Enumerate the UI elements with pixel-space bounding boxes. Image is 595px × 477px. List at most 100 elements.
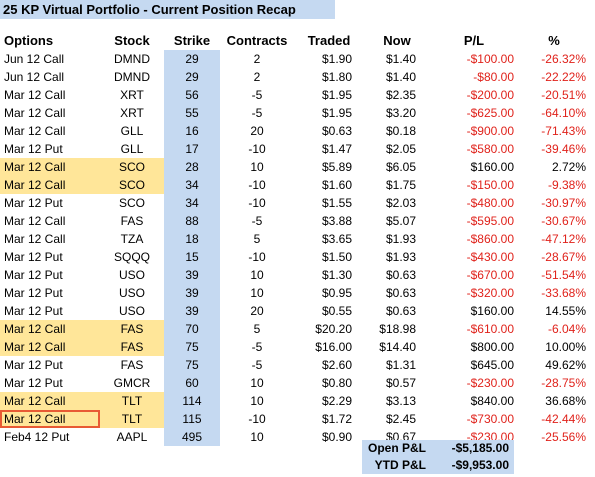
traded-cell[interactable]: $1.60 <box>321 178 352 192</box>
open-pl-label[interactable]: Open P&L <box>367 441 426 455</box>
traded-cell[interactable]: $3.65 <box>321 232 352 246</box>
now-cell[interactable]: $14.40 <box>379 340 416 354</box>
option-cell[interactable]: Mar 12 Call <box>0 158 100 176</box>
now-cell[interactable]: $5.07 <box>385 214 416 228</box>
option-cell[interactable]: Mar 12 Call <box>0 338 100 356</box>
contracts-cell[interactable]: 10 <box>250 430 264 444</box>
ytd-pl-value[interactable]: -$9,953.00 <box>451 458 509 472</box>
pl-cell[interactable]: -$580.00 <box>466 142 514 156</box>
option-cell[interactable]: Mar 12 Call <box>0 392 100 410</box>
now-cell[interactable]: $1.31 <box>385 358 416 372</box>
strike-cell[interactable]: 75 <box>164 338 220 356</box>
strike-cell[interactable]: 34 <box>164 176 220 194</box>
contracts-cell[interactable]: -10 <box>248 196 266 210</box>
contracts-cell[interactable]: 10 <box>250 376 264 390</box>
pl-cell[interactable]: $645.00 <box>470 358 514 372</box>
contracts-cell[interactable]: -5 <box>251 88 263 102</box>
traded-cell[interactable]: $20.20 <box>315 322 352 336</box>
percent-cell[interactable]: -9.38% <box>547 178 586 192</box>
option-cell[interactable]: Mar 12 Put <box>4 196 63 210</box>
contracts-cell[interactable]: 5 <box>253 322 261 336</box>
contracts-cell[interactable]: 10 <box>250 268 264 282</box>
stock-cell[interactable]: USO <box>118 304 145 318</box>
traded-cell[interactable]: $1.90 <box>321 52 352 66</box>
percent-cell[interactable]: 49.62% <box>545 358 586 372</box>
option-cell[interactable]: Mar 12 Put <box>4 268 63 282</box>
percent-cell[interactable]: -26.32% <box>541 52 586 66</box>
traded-cell[interactable]: $1.95 <box>321 106 352 120</box>
now-cell[interactable]: $2.05 <box>385 142 416 156</box>
stock-cell[interactable]: TLT <box>100 392 164 410</box>
pl-cell[interactable]: -$900.00 <box>466 124 514 138</box>
traded-cell[interactable]: $1.55 <box>321 196 352 210</box>
contracts-cell[interactable]: -5 <box>251 358 263 372</box>
now-cell[interactable]: $0.63 <box>385 286 416 300</box>
percent-cell[interactable]: -71.43% <box>541 124 586 138</box>
traded-cell[interactable]: $16.00 <box>315 340 352 354</box>
option-cell[interactable]: Mar 12 Call <box>0 410 100 428</box>
strike-cell[interactable]: 34 <box>164 194 220 212</box>
strike-cell[interactable]: 39 <box>164 284 220 302</box>
contracts-cell[interactable]: -10 <box>248 178 266 192</box>
pl-cell[interactable]: -$320.00 <box>466 286 514 300</box>
now-cell[interactable]: $1.75 <box>385 178 416 192</box>
pl-cell[interactable]: $160.00 <box>470 160 514 174</box>
option-cell[interactable]: Mar 12 Call <box>0 320 100 338</box>
pl-cell[interactable]: -$670.00 <box>466 268 514 282</box>
strike-cell[interactable]: 75 <box>164 356 220 374</box>
traded-cell[interactable]: $0.80 <box>321 376 352 390</box>
now-cell[interactable]: $0.18 <box>385 124 416 138</box>
header-percent[interactable]: % <box>548 33 560 48</box>
stock-cell[interactable]: FAS <box>100 338 164 356</box>
contracts-cell[interactable]: -10 <box>248 250 266 264</box>
now-cell[interactable]: $3.20 <box>385 106 416 120</box>
percent-cell[interactable]: -39.46% <box>541 142 586 156</box>
contracts-cell[interactable]: 20 <box>250 124 264 138</box>
stock-cell[interactable]: SCO <box>100 176 164 194</box>
traded-cell[interactable]: $1.50 <box>321 250 352 264</box>
traded-cell[interactable]: $1.72 <box>321 412 352 426</box>
percent-cell[interactable]: -30.67% <box>541 214 586 228</box>
stock-cell[interactable]: SCO <box>118 196 145 210</box>
strike-cell[interactable]: 114 <box>164 392 220 410</box>
now-cell[interactable]: $1.93 <box>385 250 416 264</box>
contracts-cell[interactable]: 20 <box>250 304 264 318</box>
strike-cell[interactable]: 28 <box>164 158 220 176</box>
option-cell[interactable]: Jun 12 Call <box>4 52 65 66</box>
percent-cell[interactable]: -30.97% <box>541 196 586 210</box>
traded-cell[interactable]: $0.63 <box>321 124 352 138</box>
contracts-cell[interactable]: -10 <box>248 142 266 156</box>
percent-cell[interactable]: -42.44% <box>541 412 586 426</box>
option-cell[interactable]: Mar 12 Call <box>4 88 66 102</box>
percent-cell[interactable]: -25.56% <box>541 430 586 444</box>
percent-cell[interactable]: 10.00% <box>545 340 586 354</box>
contracts-cell[interactable]: 10 <box>250 286 264 300</box>
strike-cell[interactable]: 55 <box>164 104 220 122</box>
now-cell[interactable]: $1.40 <box>385 70 416 84</box>
contracts-cell[interactable]: 10 <box>250 394 264 408</box>
option-cell[interactable]: Feb4 12 Put <box>4 430 70 444</box>
strike-cell[interactable]: 15 <box>164 248 220 266</box>
header-strike[interactable]: Strike <box>173 33 211 48</box>
option-cell[interactable]: Mar 12 Call <box>4 232 66 246</box>
percent-cell[interactable]: -47.12% <box>541 232 586 246</box>
strike-cell[interactable]: 29 <box>164 68 220 86</box>
traded-cell[interactable]: $1.47 <box>321 142 352 156</box>
contracts-cell[interactable]: -5 <box>251 214 263 228</box>
strike-cell[interactable]: 39 <box>164 302 220 320</box>
pl-cell[interactable]: -$430.00 <box>466 250 514 264</box>
open-pl-value[interactable]: -$5,185.00 <box>451 441 509 455</box>
pl-cell[interactable]: -$480.00 <box>466 196 514 210</box>
pl-cell[interactable]: -$200.00 <box>466 88 514 102</box>
stock-cell[interactable]: FAS <box>100 320 164 338</box>
percent-cell[interactable]: -22.22% <box>541 70 586 84</box>
pl-cell[interactable]: $800.00 <box>470 340 514 354</box>
option-cell[interactable]: Mar 12 Put <box>4 286 63 300</box>
option-cell[interactable]: Mar 12 Call <box>0 176 100 194</box>
now-cell[interactable]: $0.63 <box>385 304 416 318</box>
stock-cell[interactable]: AAPL <box>116 430 148 444</box>
now-cell[interactable]: $0.63 <box>385 268 416 282</box>
option-cell[interactable]: Mar 12 Put <box>4 304 63 318</box>
pl-cell[interactable]: $840.00 <box>470 394 514 408</box>
stock-cell[interactable]: FAS <box>120 214 144 228</box>
